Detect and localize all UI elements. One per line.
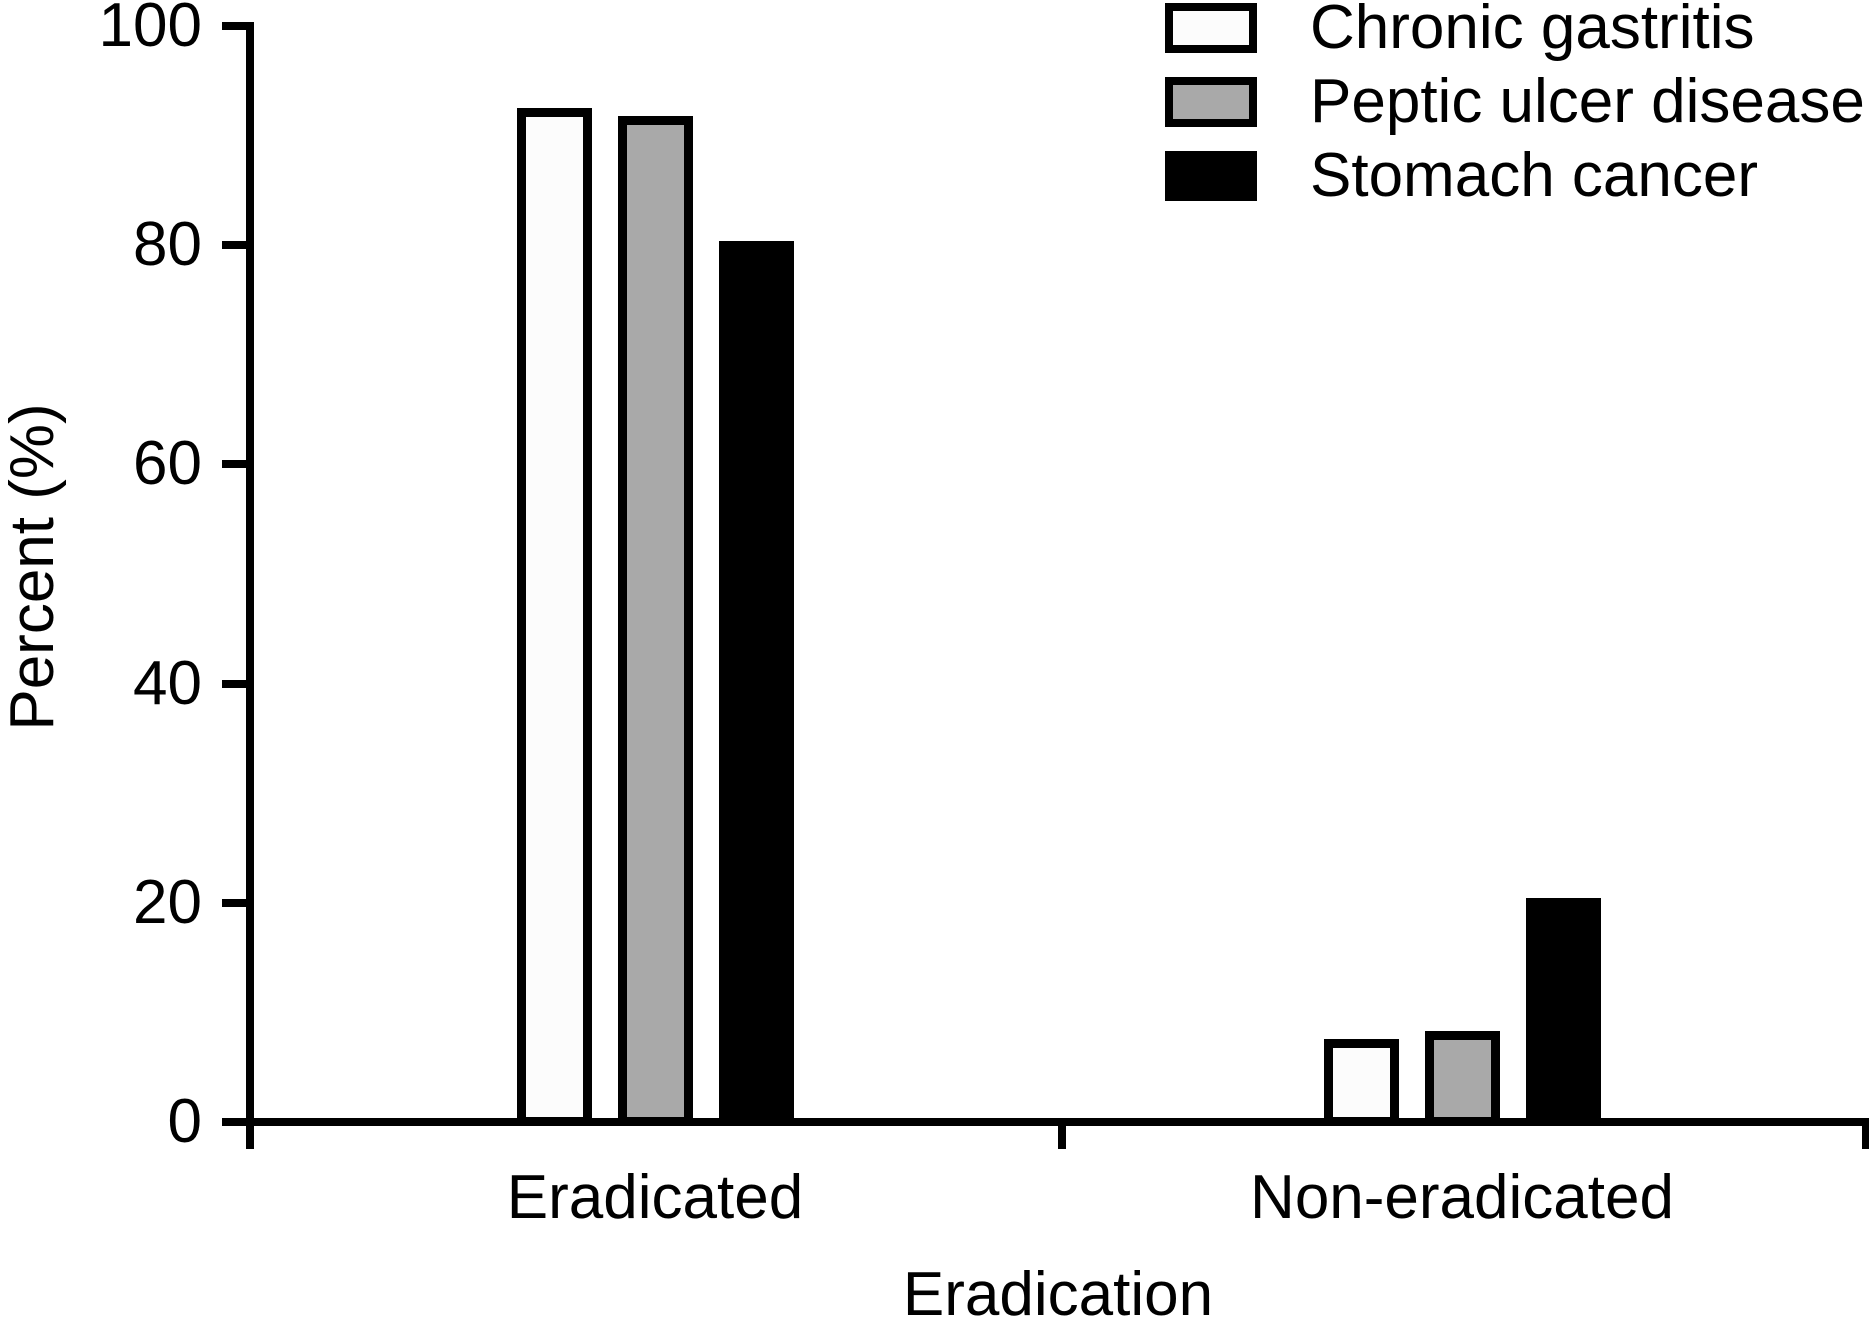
y-tick-80 xyxy=(222,241,250,250)
legend: Chronic gastritis Peptic ulcer disease Sto… xyxy=(1165,0,1865,225)
legend-swatch-chronic-gastritis xyxy=(1165,3,1257,53)
bar-eradicated-stomach-cancer xyxy=(718,240,794,1126)
x-axis-line xyxy=(246,1118,1869,1126)
legend-label-stomach-cancer: Stomach cancer xyxy=(1310,141,1758,210)
bar-non-eradicated-stomach-cancer xyxy=(1525,898,1601,1126)
y-tick-40 xyxy=(222,679,250,688)
bar-non-eradicated-peptic-ulcer-disease xyxy=(1424,1031,1500,1126)
category-label-non-eradicated: Non-eradicated xyxy=(1250,1163,1674,1232)
y-tick-0 xyxy=(222,1118,250,1126)
y-tick-60 xyxy=(222,460,250,469)
y-tick-100 xyxy=(222,22,250,30)
x-tick-0 xyxy=(1058,1122,1066,1149)
legend-swatch-peptic-ulcer-disease xyxy=(1165,77,1257,127)
legend-item-stomach-cancer: Stomach cancer xyxy=(1165,145,1865,207)
x-tick-1 xyxy=(1862,1122,1869,1149)
category-label-eradicated: Eradicated xyxy=(506,1163,804,1232)
bar-eradicated-peptic-ulcer-disease xyxy=(617,115,693,1126)
y-tick-label-100: 100 xyxy=(98,0,202,60)
bar-non-eradicated-chronic-gastritis xyxy=(1323,1038,1399,1126)
x-axis-title: Eradication xyxy=(902,1260,1214,1326)
bar-eradicated-chronic-gastritis xyxy=(516,108,592,1126)
legend-item-chronic-gastritis: Chronic gastritis xyxy=(1165,0,1865,59)
y-tick-label-60: 60 xyxy=(133,429,202,499)
y-tick-20 xyxy=(222,898,250,907)
y-axis-line xyxy=(246,22,254,1149)
y-tick-label-80: 80 xyxy=(133,210,202,280)
y-tick-label-20: 20 xyxy=(133,867,202,937)
legend-label-peptic-ulcer-disease: Peptic ulcer disease xyxy=(1310,67,1865,136)
legend-swatch-stomach-cancer xyxy=(1165,151,1257,201)
legend-label-chronic-gastritis: Chronic gastritis xyxy=(1310,0,1755,62)
legend-item-peptic-ulcer-disease: Peptic ulcer disease xyxy=(1165,71,1865,133)
y-tick-label-40: 40 xyxy=(133,648,202,718)
y-tick-label-0: 0 xyxy=(167,1087,202,1156)
